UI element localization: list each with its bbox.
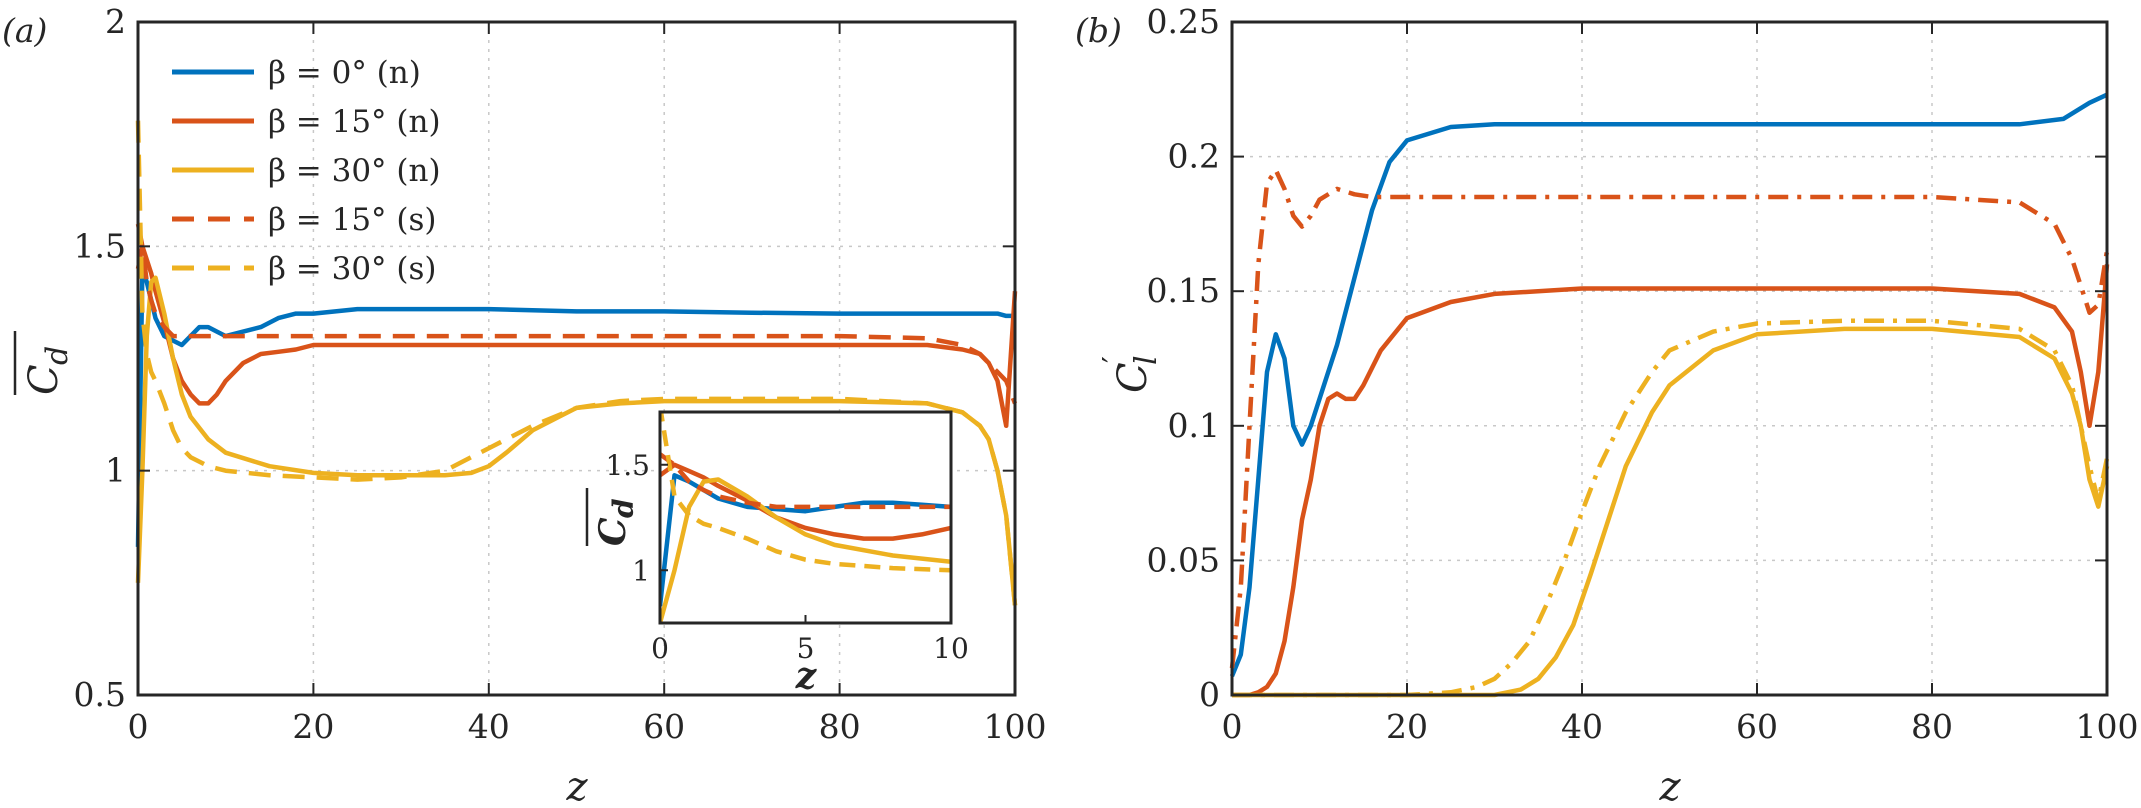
inset-series-line-2 [660,477,951,623]
legend-label-0: β = 0° (n) [268,55,421,91]
panel-b-ytick-label: 0.25 [1147,2,1220,41]
panel-a-ylabel: C d [13,331,75,395]
inset-xtick-label: 5 [797,632,815,665]
inset-series-line-4 [660,412,951,573]
panel-a-xtick-label: 100 [984,707,1047,746]
legend-label-3: β = 15° (s) [268,202,437,238]
panel-b-xtick-label: 100 [2076,707,2139,746]
inset-ylabel-text: C [592,517,634,546]
panel-a-ylabel-subscript: d [40,346,75,365]
legend: β = 0° (n) β = 15° (n) β = 30° (n) β = 15° … [172,55,441,287]
inset-ytick-label: 1.5 [605,449,650,482]
panel-b-ytick-label: 0 [1199,675,1220,714]
panel-a-xtick-label: 60 [643,707,685,746]
panel-a-ylabel-text: C [21,364,67,395]
inset-series [660,412,951,623]
panel-b-ytick-label: 0.05 [1147,540,1220,579]
panel-b-xtick-label: 40 [1561,707,1603,746]
panel-b-ylabel-prime: ′ [1097,356,1132,363]
panel-a-xtick-label: 20 [292,707,334,746]
legend-label-1: β = 15° (n) [268,104,441,140]
panel-b-xlabel: z [1658,764,1681,808]
panel-b-ytick-label: 0.15 [1147,271,1220,310]
panel-b-ylabel: C l ′ [1097,355,1164,393]
panel-b-ylabel-subscript: l [1129,355,1164,365]
inset-background [660,412,951,623]
panel-b-xtick-label: 80 [1911,707,1953,746]
panel-b-ticks: 0 20 40 60 80 100 0 0.05 0.1 0.15 0.2 0.25 [1147,2,2139,746]
inset-ylabel: C d [585,488,640,546]
panel-b-series-line-4 [1232,318,2110,698]
panel-b-xtick-label: 20 [1386,707,1428,746]
panel-a-series [135,120,1018,606]
inset-ytick-label: 1 [632,554,650,587]
panel-b-xtick-label: 0 [1222,707,1243,746]
panel-a-xtick-label: 80 [819,707,861,746]
panel-a-series-line-4 [135,120,1018,606]
panel-b-ytick-label: 0.2 [1168,137,1220,176]
panel-b-series-line-0 [1229,92,2108,678]
panel-a-xtick-label: 40 [468,707,510,746]
panel-b-series [1229,92,2110,698]
panel-a-ytick-label: 0.5 [74,675,126,714]
panel-a-series-line-3 [135,223,1018,405]
panel-a-xlabel: z [565,764,588,808]
panel-a-xtick-label: 0 [128,707,149,746]
panel-a-ytick-label: 2 [105,2,126,41]
inset-xlabel: z [795,655,818,697]
panel-b: 0 20 40 60 80 100 0 0.05 0.1 0.15 0.2 0.25 (b) C l … [1075,2,2139,808]
inset-series-group [660,412,951,623]
inset-xtick-label: 0 [651,632,669,665]
panel-b-axes-box [1230,20,2109,697]
panel-b-series-line-1 [1232,264,2110,698]
inset: 0 5 10 1 1.5 C d z [585,410,969,697]
panel-b-series-line-3 [1229,167,2110,669]
panel-b-xtick-label: 60 [1736,707,1778,746]
inset-ylabel-subscript: d [607,498,640,518]
inset-series-line-3 [660,452,951,510]
panel-b-ytick-label: 0.1 [1168,406,1220,445]
panel-a-axes-box [136,20,1017,697]
panel-a-ytick-label: 1 [105,451,126,490]
panel-b-ylabel-text: C [1110,362,1156,393]
inset-xtick-label: 10 [933,632,969,665]
panel-a-series-line-0 [135,266,1015,547]
panel-b-label: (b) [1075,11,1122,50]
legend-label-2: β = 30° (n) [268,153,441,189]
panel-a-ytick-label: 1.5 [74,226,126,265]
inset-ticks: 0 5 10 1 1.5 [605,449,968,665]
panel-a-label: (a) [2,11,47,50]
legend-label-4: β = 30° (s) [268,251,437,287]
